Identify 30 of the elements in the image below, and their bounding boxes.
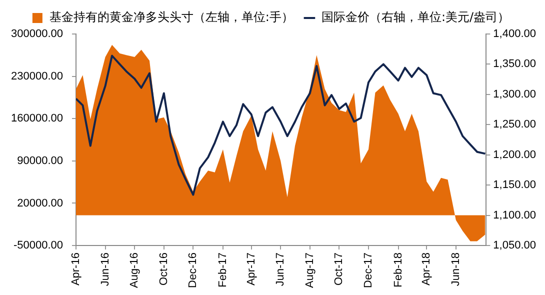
x-tick-label: Jun-18	[450, 252, 462, 286]
x-tick-label: Feb-17	[217, 252, 230, 288]
y2-tick-label: 1,350.00	[493, 58, 536, 70]
y2-tick-label: 1,400.00	[493, 28, 536, 40]
y2-tick-label: 1,200.00	[493, 148, 536, 161]
x-tick-label: Jun-16	[99, 252, 112, 286]
x-tick-label: Jun-17	[274, 252, 287, 286]
y-tick-label: 90000.00	[17, 154, 63, 167]
y-tick-label: 20000.00	[17, 197, 63, 210]
legend-label: 基金持有的黄金净多头头寸（左轴，单位:手）	[49, 10, 294, 24]
legend-label: 国际金价（右轴，单位:美元/盎司）	[321, 10, 510, 24]
x-tick-label: Apr-18	[420, 252, 433, 286]
y-tick-label: 230000.00	[11, 70, 63, 82]
x-tick-label: Apr-16	[70, 252, 82, 286]
x-tick-label: Aug-16	[128, 252, 141, 288]
y2-tick-label: 1,050.00	[493, 240, 536, 252]
y2-tick-label: 1,250.00	[493, 118, 536, 131]
y2-tick-label: 1,300.00	[493, 88, 536, 100]
y-tick-label: -50000.00	[13, 240, 63, 252]
x-tick-label: Dec-16	[187, 252, 200, 288]
x-tick-label: Oct-16	[158, 252, 170, 286]
y-tick-label: 300000.00	[11, 28, 63, 40]
x-tick-label: Apr-17	[245, 252, 258, 286]
y-tick-label: 160000.00	[11, 112, 63, 125]
x-tick-label: Dec-17	[362, 252, 375, 288]
x-tick-label: Feb-18	[392, 252, 404, 288]
y2-tick-label: 1,100.00	[493, 209, 536, 222]
x-tick-label: Oct-17	[333, 252, 346, 286]
x-tick-label: Aug-17	[304, 252, 316, 288]
y2-tick-label: 1,150.00	[493, 179, 536, 192]
